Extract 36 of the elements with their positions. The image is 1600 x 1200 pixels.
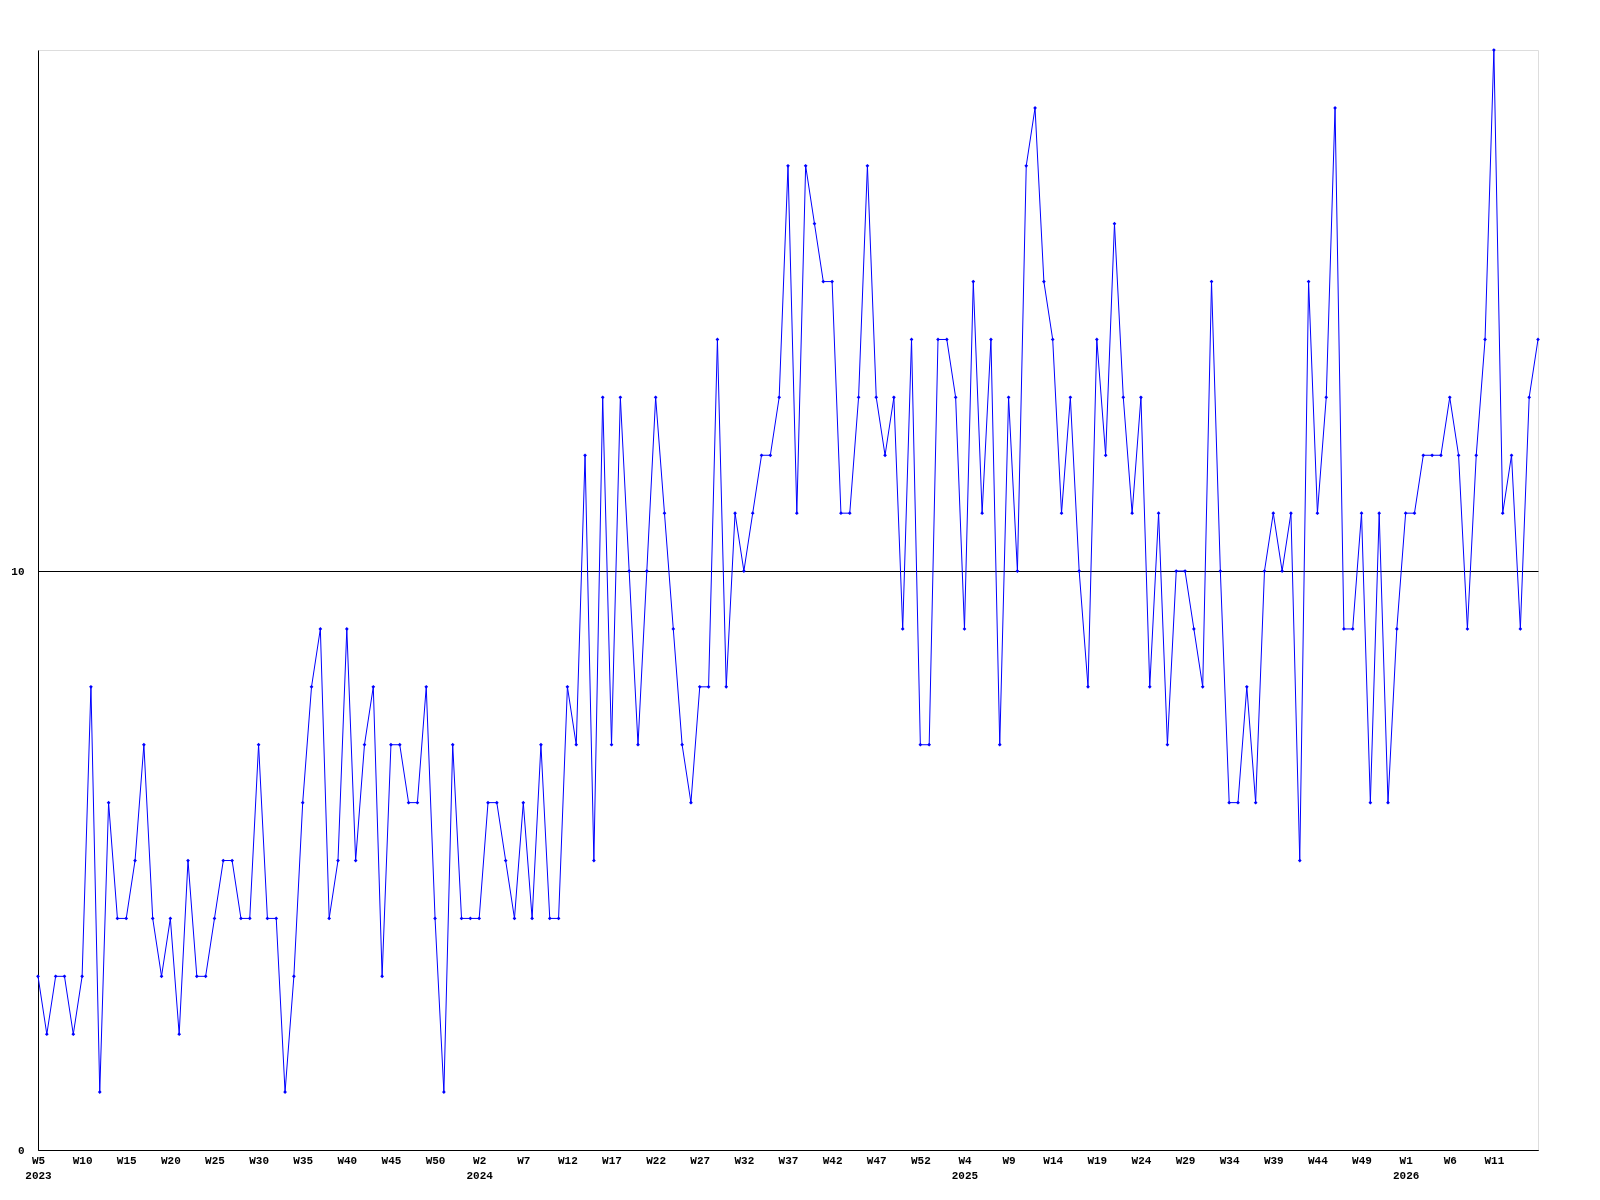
x-tick-label: W6 bbox=[1443, 1154, 1457, 1167]
x-tick-label: W22 bbox=[646, 1154, 667, 1167]
x-tick-label: W2 2024 bbox=[466, 1154, 494, 1182]
x-tick-label: W40 bbox=[337, 1154, 358, 1167]
x-tick-label: W15 bbox=[116, 1154, 138, 1167]
x-tick-label: W39 bbox=[1263, 1154, 1284, 1167]
x-tick-label: W4 2025 bbox=[951, 1154, 979, 1182]
x-tick-label: W11 bbox=[1484, 1154, 1505, 1167]
x-tick-label: W25 bbox=[205, 1154, 226, 1167]
x-tick-label: W27 bbox=[690, 1154, 711, 1167]
x-tick-label: W10 bbox=[72, 1154, 93, 1167]
x-tick-label: W20 bbox=[160, 1154, 181, 1167]
x-tick-label: W7 bbox=[517, 1154, 531, 1167]
x-tick-label: W35 bbox=[293, 1154, 314, 1167]
x-tick-label: W1 2026 bbox=[1392, 1154, 1420, 1182]
x-tick-label: W32 bbox=[734, 1154, 755, 1167]
y-tick-label: 0 bbox=[17, 1144, 25, 1157]
x-tick-label: W37 bbox=[778, 1154, 799, 1167]
x-tick-label: W29 bbox=[1175, 1154, 1196, 1167]
x-tick-label: W50 bbox=[425, 1154, 446, 1167]
x-tick-label: W17 bbox=[602, 1154, 622, 1167]
x-tick-label: W45 bbox=[381, 1154, 402, 1167]
x-tick-label: W12 bbox=[558, 1154, 578, 1167]
x-tick-label: W34 bbox=[1219, 1154, 1240, 1167]
x-tick-label: W47 bbox=[866, 1154, 887, 1167]
x-tick-label: W5 2023 bbox=[25, 1154, 53, 1182]
x-tick-label: W14 bbox=[1043, 1154, 1064, 1167]
x-tick-label: W19 bbox=[1087, 1154, 1108, 1167]
x-tick-label: W42 bbox=[822, 1154, 843, 1167]
x-tick-label: W9 bbox=[1002, 1154, 1016, 1167]
x-tick-label: W24 bbox=[1131, 1154, 1152, 1167]
y-tick-label: 10 bbox=[11, 565, 25, 578]
x-tick-label: W52 bbox=[910, 1154, 931, 1167]
x-tick-label: W30 bbox=[249, 1154, 269, 1167]
x-tick-label: W49 bbox=[1352, 1154, 1372, 1167]
x-tick-label: W44 bbox=[1308, 1154, 1329, 1167]
